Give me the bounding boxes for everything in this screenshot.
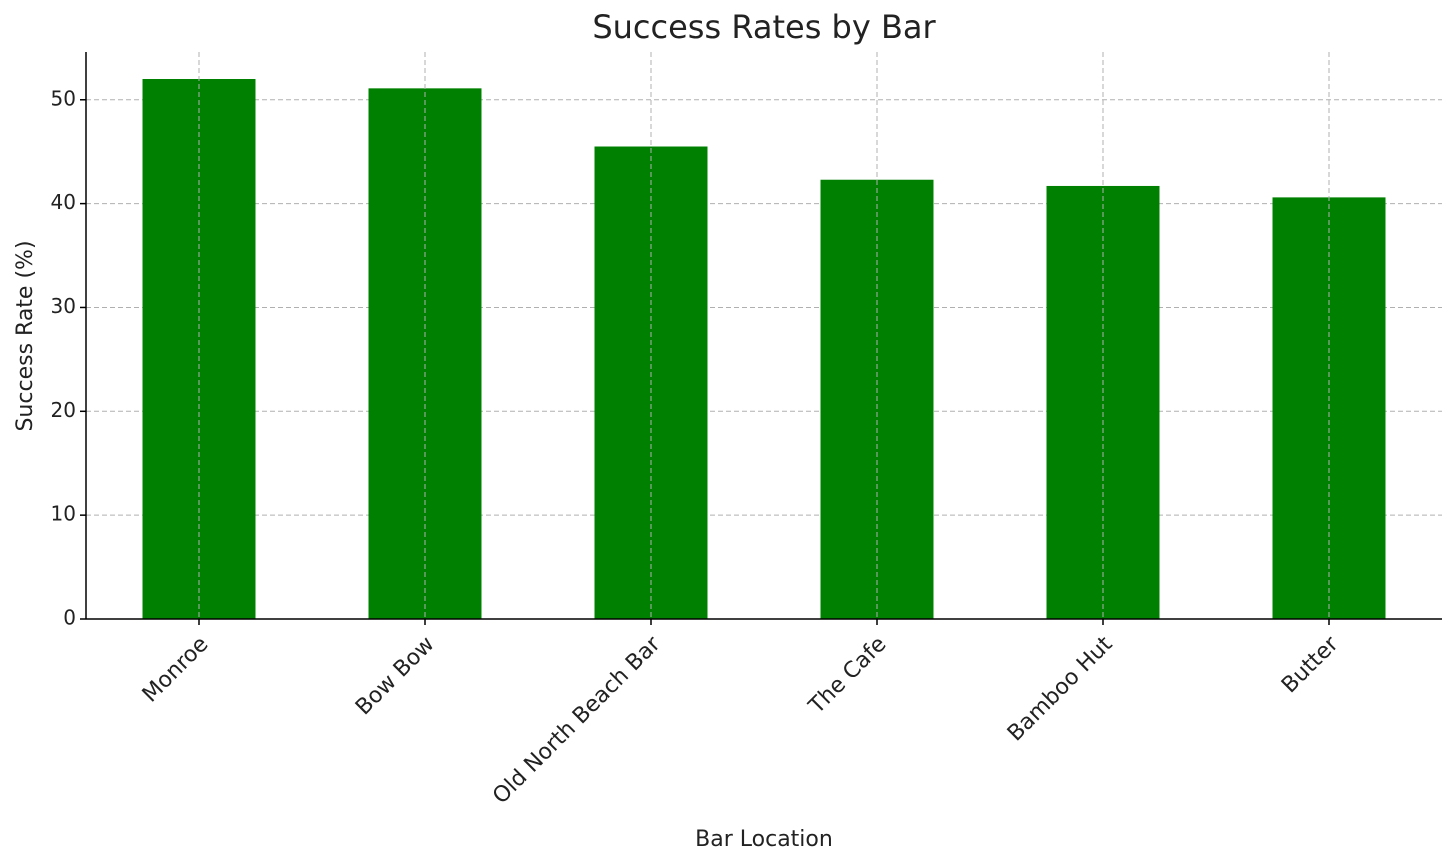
y-tick-label: 40 — [51, 190, 76, 214]
y-axis-label: Success Rate (%) — [13, 240, 38, 431]
y-tick-label: 10 — [51, 502, 76, 526]
y-tick-label: 0 — [63, 606, 76, 630]
bar — [1046, 185, 1160, 619]
x-axis-label: Bar Location — [695, 827, 833, 852]
y-tick-label: 20 — [51, 398, 76, 422]
y-tick-label: 30 — [51, 294, 76, 318]
x-grid — [198, 52, 1330, 619]
y-tick-label: 50 — [51, 86, 76, 110]
chart-title: Success Rates by Bar — [592, 8, 936, 46]
